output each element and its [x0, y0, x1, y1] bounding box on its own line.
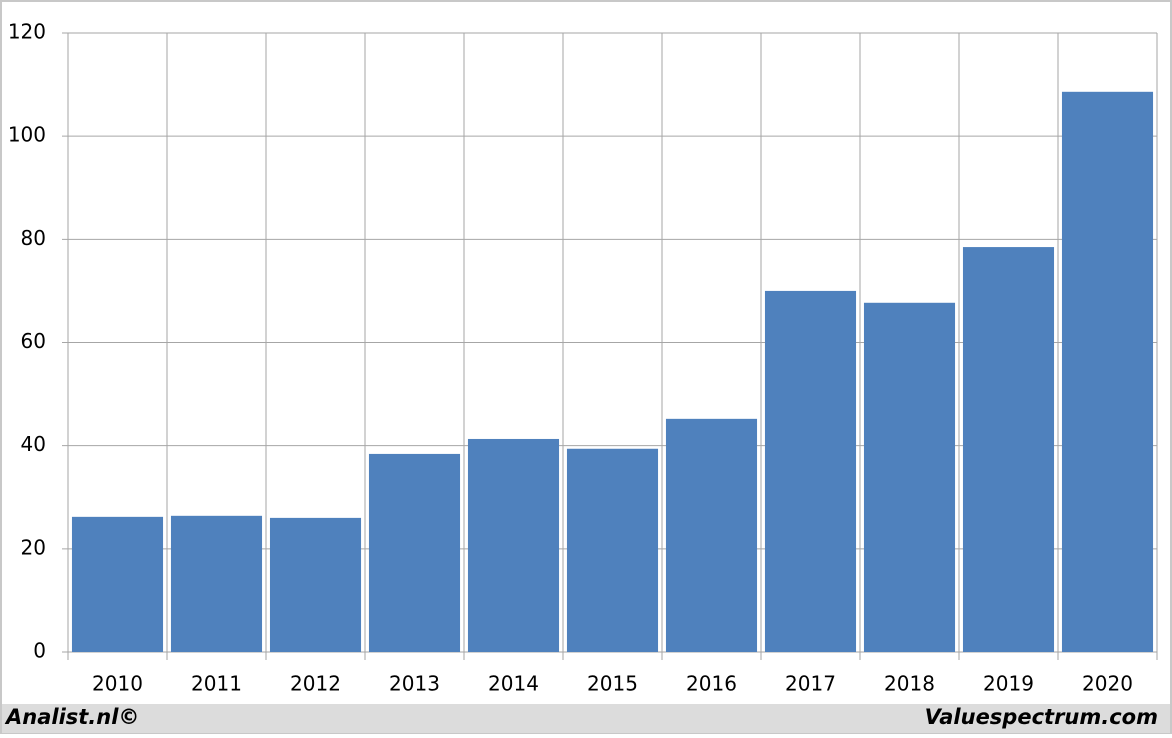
- y-tick-label: 40: [21, 432, 46, 456]
- y-tick-label: 20: [21, 535, 46, 559]
- x-tick-label: 2014: [488, 672, 539, 696]
- x-tick-label: 2016: [686, 672, 737, 696]
- x-tick-label: 2018: [884, 672, 935, 696]
- bar: [1061, 91, 1154, 653]
- bar: [665, 418, 758, 652]
- bar: [566, 448, 659, 652]
- y-tick-label: 0: [33, 639, 46, 663]
- footer-right: Valuespectrum.com: [925, 705, 1158, 729]
- x-tick-label: 2019: [983, 672, 1034, 696]
- x-tick-label: 2015: [587, 672, 638, 696]
- footer-left: Analist.nl©: [4, 705, 139, 729]
- y-tick-label: 120: [8, 20, 46, 44]
- bar: [962, 247, 1055, 652]
- bar: [863, 302, 956, 652]
- bar: [269, 517, 362, 652]
- y-tick-label: 100: [8, 123, 46, 147]
- y-tick-label: 80: [21, 226, 46, 250]
- x-tick-label: 2012: [290, 672, 341, 696]
- bar: [764, 290, 857, 652]
- x-tick-label: 2013: [389, 672, 440, 696]
- x-tick-label: 2020: [1082, 672, 1133, 696]
- x-tick-label: 2010: [92, 672, 143, 696]
- bar: [368, 453, 461, 652]
- x-tick-label: 2011: [191, 672, 242, 696]
- bar: [71, 516, 164, 652]
- y-tick-label: 60: [21, 329, 46, 353]
- bar: [170, 515, 263, 652]
- x-tick-label: 2017: [785, 672, 836, 696]
- footer-band: [2, 704, 1170, 733]
- bar: [467, 438, 560, 652]
